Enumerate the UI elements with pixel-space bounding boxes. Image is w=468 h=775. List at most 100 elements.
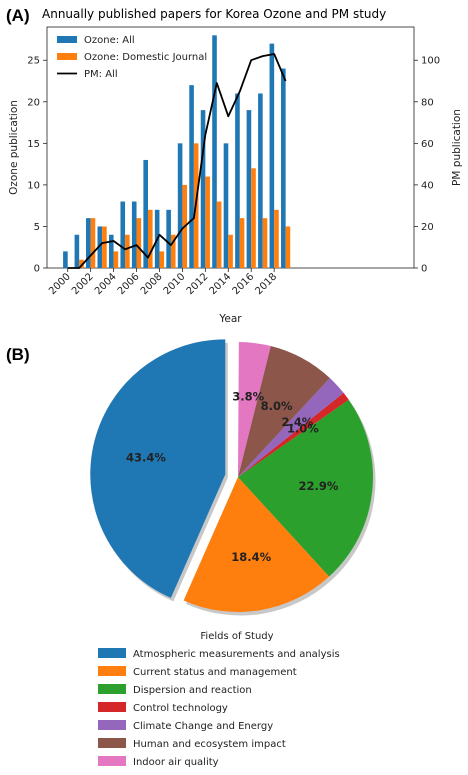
bar-ozone-all <box>235 93 240 268</box>
line-pm-all <box>67 53 287 269</box>
bar-ozone-all <box>223 143 229 268</box>
legend-label: Indoor air quality <box>133 757 219 768</box>
bar-line-chart: 0510152025020406080100200020022004200620… <box>8 26 463 325</box>
bar-ozone-domestic <box>170 234 176 268</box>
pie-value-label: 2.4% <box>281 415 313 429</box>
bar-ozone-domestic <box>113 251 119 268</box>
x-tick-label: 2018 <box>254 271 280 297</box>
bar-ozone-domestic <box>285 226 291 268</box>
legend-swatch <box>98 756 126 766</box>
bar-ozone-domestic <box>90 218 96 268</box>
legend-label: Ozone: Domestic Journal <box>84 52 207 63</box>
bar-ozone-all <box>74 234 80 268</box>
bar-ozone-all <box>120 201 126 268</box>
bar-ozone-domestic <box>262 218 268 268</box>
bar-ozone-domestic <box>136 218 142 268</box>
x-tick-label: 2014 <box>208 271 234 297</box>
y-right-tick-label: 0 <box>421 264 427 275</box>
pie-value-label: 22.9% <box>299 479 339 493</box>
bar-ozone-all <box>166 209 171 268</box>
legend-swatch <box>98 738 126 748</box>
bar-ozone-all <box>131 201 137 268</box>
pie-value-label: 8.0% <box>261 399 293 413</box>
bar-ozone-all <box>269 43 275 268</box>
bar-ozone-domestic <box>159 251 165 268</box>
legend-label: Dispersion and reaction <box>133 685 252 696</box>
legend-swatch <box>57 53 77 60</box>
panel-a-label: (A) <box>6 6 30 25</box>
bar-ozone-domestic <box>205 176 210 268</box>
legend-label: Control technology <box>133 703 228 714</box>
x-tick-label: 2016 <box>231 271 257 297</box>
legend-label: PM: All <box>84 69 118 80</box>
bar-ozone-domestic <box>251 168 256 268</box>
panel-b-label: (B) <box>6 345 30 364</box>
bar-ozone-domestic <box>274 209 279 268</box>
bar-ozone-all <box>281 68 286 268</box>
legend-label: Climate Change and Energy <box>133 721 273 732</box>
legend-swatch <box>98 720 126 730</box>
bar-ozone-domestic <box>228 234 233 268</box>
bar-ozone-domestic <box>125 234 130 268</box>
bar-ozone-domestic <box>147 209 153 268</box>
y-right-axis-label: PM publication <box>451 109 463 186</box>
bar-ozone-all <box>97 226 103 268</box>
bar-ozone-all <box>86 218 91 268</box>
x-tick-label: 2006 <box>116 271 142 297</box>
legend-label: Atmospheric measurements and analysis <box>133 649 340 660</box>
pie-value-label: 18.4% <box>231 550 271 564</box>
x-tick-label: 2012 <box>185 271 211 297</box>
pie-value-label: 3.8% <box>232 390 264 404</box>
bar-ozone-all <box>212 35 217 268</box>
bar-ozone-all <box>108 234 114 268</box>
y-tick-label: 5 <box>34 222 40 233</box>
pie-slice <box>238 378 344 477</box>
y-right-tick-label: 60 <box>421 139 434 150</box>
x-tick-label: 2008 <box>139 271 165 297</box>
y-right-tick-label: 20 <box>421 222 434 233</box>
legend-swatch <box>98 648 126 658</box>
bar-ozone-all <box>63 251 68 268</box>
bar-ozone-domestic <box>216 201 222 268</box>
x-tick-label: 2002 <box>70 271 96 297</box>
bar-ozone-all <box>143 159 148 268</box>
pie-slice <box>238 399 373 577</box>
y-axis-label: Ozone publication <box>8 100 20 195</box>
y-tick-label: 10 <box>27 180 40 191</box>
pie-value-label: 43.4% <box>126 451 166 465</box>
x-tick-label: 2000 <box>47 271 73 297</box>
pie-slice <box>90 339 226 598</box>
bar-ozone-domestic <box>79 259 84 268</box>
pie-slice <box>183 477 330 612</box>
bar-ozone-all <box>258 93 263 268</box>
y-tick-label: 0 <box>34 264 40 275</box>
y-right-tick-label: 40 <box>421 180 434 191</box>
x-tick-label: 2004 <box>93 271 119 297</box>
y-right-tick-label: 80 <box>421 97 434 108</box>
pie-slice <box>238 392 349 477</box>
x-axis-label: Year <box>218 313 242 325</box>
y-tick-label: 25 <box>27 56 40 67</box>
pie-value-label: 1.0% <box>287 422 319 436</box>
legend-swatch <box>57 36 77 43</box>
legend-swatch <box>98 702 126 712</box>
legend-label: Current status and management <box>133 667 297 678</box>
pie-slice <box>238 342 271 477</box>
bar-ozone-all <box>246 110 252 268</box>
y-tick-label: 15 <box>27 139 40 150</box>
legend-swatch <box>98 684 126 694</box>
bar-ozone-all <box>189 85 194 268</box>
legend-label: Ozone: All <box>84 35 135 46</box>
bar-ozone-domestic <box>239 218 245 268</box>
pie-chart: 43.4% 18.4% 22.9% 1.0%2.4% 8.0%3.8% Fields of… <box>90 339 376 768</box>
pie-slice <box>238 346 330 477</box>
bar-ozone-all <box>200 110 206 268</box>
y-tick-label: 20 <box>27 97 40 108</box>
y-right-tick-label: 100 <box>421 56 440 67</box>
x-tick-label: 2010 <box>162 271 188 297</box>
legend-title: Fields of Study <box>200 631 273 642</box>
chart-a-title: Annually published papers for Korea Ozon… <box>42 7 386 21</box>
legend-swatch <box>98 666 126 676</box>
legend-label: Human and ecosystem impact <box>133 739 286 750</box>
